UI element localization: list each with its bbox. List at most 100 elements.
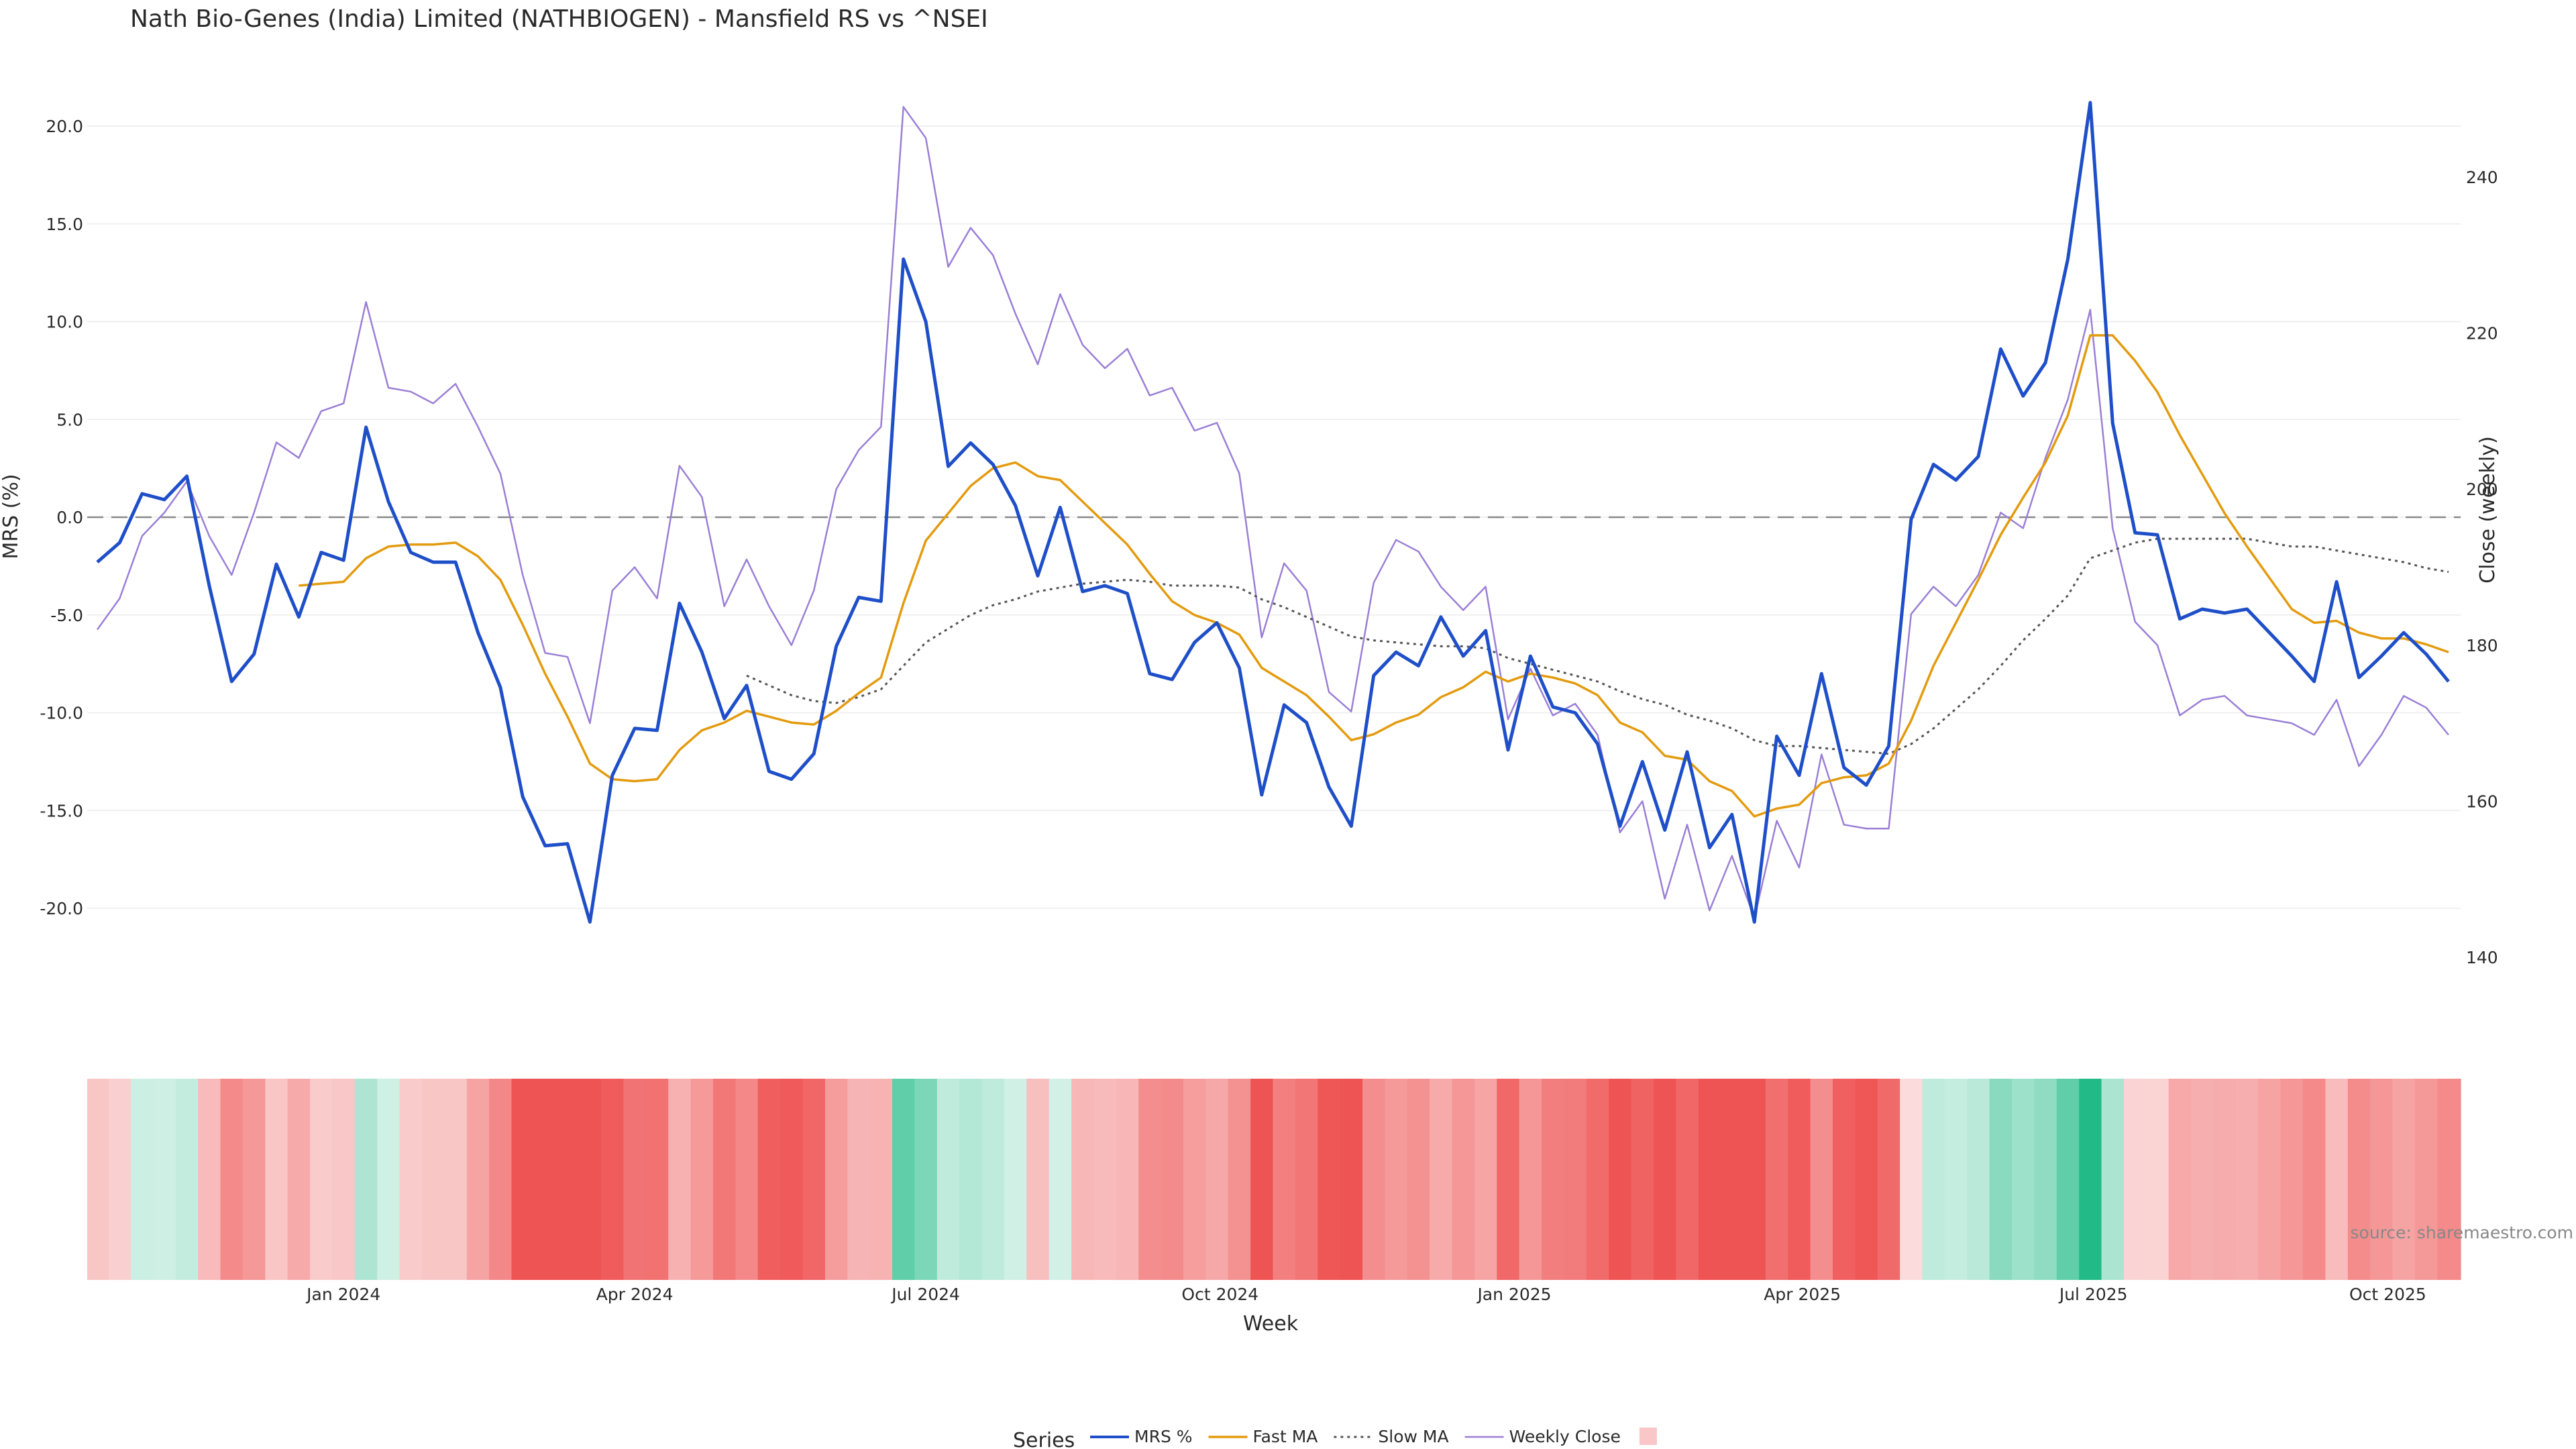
slow-ma-line xyxy=(746,537,2449,755)
heat-cell xyxy=(1430,1079,1453,1280)
legend-mrs: MRS % xyxy=(1090,1427,1193,1446)
left-tick-label: 15.0 xyxy=(46,215,83,234)
x-tick-label: Jan 2025 xyxy=(1476,1285,1551,1304)
heat-cell xyxy=(713,1079,736,1280)
heat-cell xyxy=(2325,1079,2349,1280)
heat-cell xyxy=(2079,1079,2102,1280)
heat-cell xyxy=(511,1079,535,1280)
heat-cell xyxy=(623,1079,647,1280)
left-tick-label: -10.0 xyxy=(40,704,83,723)
heat-cell xyxy=(1788,1079,1811,1280)
heat-cell xyxy=(108,1079,131,1280)
heat-cell xyxy=(1407,1079,1430,1280)
mrs-line xyxy=(96,101,2450,924)
x-tick-label: Oct 2025 xyxy=(2349,1285,2426,1304)
right-tick-label: 180 xyxy=(2466,636,2498,655)
heat-cell xyxy=(1810,1079,1833,1280)
heat-cell xyxy=(1385,1079,1408,1280)
left-tick-label: -20.0 xyxy=(40,899,83,918)
heat-cell xyxy=(533,1079,557,1280)
heat-cell xyxy=(1855,1079,1878,1280)
heat-cell xyxy=(556,1079,580,1280)
heat-cell xyxy=(220,1079,244,1280)
heat-cell xyxy=(601,1079,625,1280)
heat-cell xyxy=(1542,1079,1565,1280)
heat-cell xyxy=(1698,1079,1721,1280)
right-tick-label: 200 xyxy=(2466,480,2498,499)
heat-cell xyxy=(354,1079,378,1280)
heat-cell xyxy=(1093,1079,1117,1280)
heat-cell xyxy=(2347,1079,2371,1280)
heat-cell xyxy=(2034,1079,2057,1280)
heat-cell xyxy=(175,1079,199,1280)
heat-cell xyxy=(1631,1079,1654,1280)
heat-cell xyxy=(936,1079,960,1280)
heat-cell xyxy=(757,1079,781,1280)
heat-cell xyxy=(1900,1079,1923,1280)
heat-cell xyxy=(2235,1079,2259,1280)
heat-cell xyxy=(1833,1079,1856,1280)
heat-cell xyxy=(1654,1079,1676,1280)
left-tick-label: -5.0 xyxy=(50,606,83,625)
x-tick-label: Jan 2024 xyxy=(305,1285,380,1304)
heat-cell xyxy=(1564,1079,1587,1280)
heat-cell xyxy=(2124,1079,2147,1280)
heat-cell xyxy=(1609,1079,1632,1280)
heat-cell xyxy=(981,1079,1005,1280)
legend-heat-swatch xyxy=(1639,1428,1657,1445)
heat-cell xyxy=(2012,1079,2035,1280)
x-tick-label: Jul 2024 xyxy=(890,1285,960,1304)
heat-cell xyxy=(2392,1079,2416,1280)
heat-cell xyxy=(1340,1079,1363,1280)
heat-cell xyxy=(824,1079,848,1280)
heat-cell xyxy=(1497,1079,1520,1280)
heat-cell xyxy=(1116,1079,1139,1280)
heat-cell xyxy=(645,1079,669,1280)
heat-cell xyxy=(1474,1079,1497,1280)
heat-cell xyxy=(1519,1079,1542,1280)
heat-cell xyxy=(2146,1079,2169,1280)
heat-cell xyxy=(1877,1079,1900,1280)
heat-cell xyxy=(1676,1079,1699,1280)
legend-label: Slow MA xyxy=(1378,1427,1448,1446)
heat-cell xyxy=(1183,1079,1206,1280)
legend-fast-ma: Fast MA xyxy=(1208,1427,1318,1446)
heat-cell xyxy=(892,1079,915,1280)
legend-label: MRS % xyxy=(1134,1427,1193,1446)
heat-strip xyxy=(87,1079,2461,1280)
heat-cell xyxy=(2056,1079,2080,1280)
legend-weekly-close: Weekly Close xyxy=(1464,1427,1621,1446)
heat-cell xyxy=(668,1079,692,1280)
heat-cell xyxy=(1765,1079,1788,1280)
heat-cell xyxy=(1138,1079,1162,1280)
right-tick-label: 240 xyxy=(2466,168,2498,187)
heat-cell xyxy=(869,1079,893,1280)
heat-cell xyxy=(1922,1079,1945,1280)
legend-title: Series xyxy=(1013,1429,1075,1449)
legend-label: Weekly Close xyxy=(1509,1427,1621,1446)
right-tick-label: 160 xyxy=(2466,792,2498,811)
heat-cell xyxy=(1071,1079,1095,1280)
right-tick-label: 140 xyxy=(2466,948,2498,967)
heat-cell xyxy=(1452,1079,1475,1280)
heat-cell xyxy=(1205,1079,1229,1280)
heat-cell xyxy=(2303,1079,2326,1280)
heat-cell xyxy=(198,1079,221,1280)
heat-cell xyxy=(1004,1079,1027,1280)
heat-cell xyxy=(959,1079,983,1280)
left-axis-ticks: 20.0 15.0 10.0 5.0 0.0 -5.0 -10.0 -15.0 -20.0 xyxy=(40,117,83,918)
heat-cell xyxy=(243,1079,266,1280)
heat-cell xyxy=(131,1079,154,1280)
heat-cell xyxy=(1967,1079,1990,1280)
right-axis-title: Close (weekly) xyxy=(2476,436,2500,584)
heat-cell xyxy=(287,1079,311,1280)
heat-cell xyxy=(735,1079,759,1280)
heat-cell xyxy=(1944,1079,1968,1280)
heat-cell xyxy=(2280,1079,2304,1280)
heat-cell xyxy=(2101,1079,2125,1280)
left-tick-label: 20.0 xyxy=(46,117,83,136)
heat-cell xyxy=(1273,1079,1296,1280)
heat-cell xyxy=(2258,1079,2282,1280)
left-tick-label: 0.0 xyxy=(56,508,83,527)
